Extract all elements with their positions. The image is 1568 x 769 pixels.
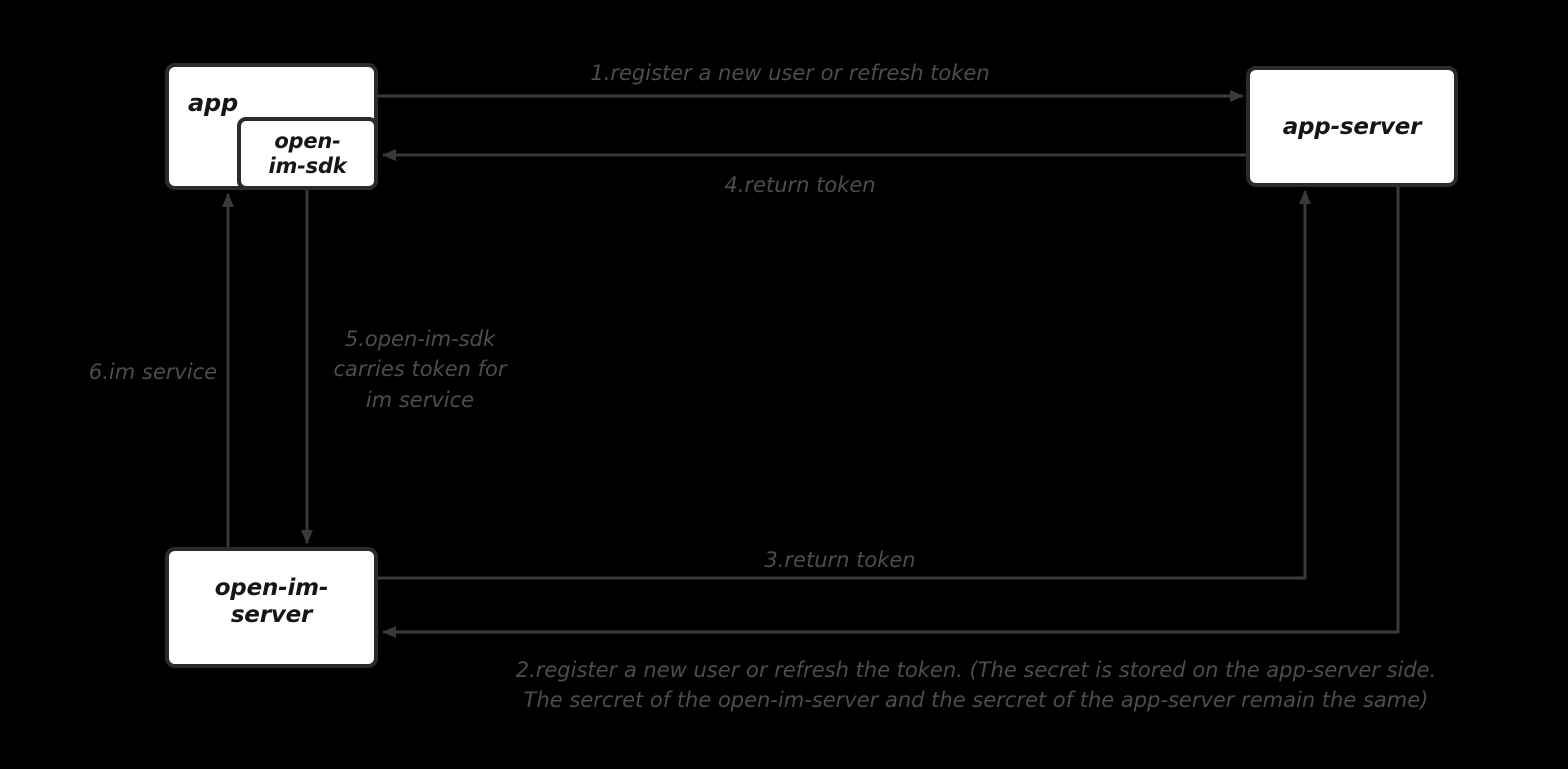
node-app-label: app	[188, 89, 238, 117]
edge-label-5: 5.open-im-sdk carries token for im servi…	[333, 327, 507, 412]
edge-label-3: 3.return token	[764, 548, 916, 572]
connector-2-register-or-refresh-token	[382, 187, 1400, 638]
node-open-im-server[interactable]: open-im- server	[165, 547, 378, 668]
node-open-im-sdk-label: open- im-sdk	[268, 129, 347, 178]
edge-label-6: 6.im service	[88, 360, 218, 384]
edge-label-4: 4.return token	[724, 173, 876, 197]
node-app-server-label: app-server	[1282, 114, 1422, 140]
node-app-server[interactable]: app-server	[1246, 66, 1458, 187]
node-open-im-server-label: open-im- server	[214, 575, 329, 629]
node-open-im-sdk[interactable]: open- im-sdk	[237, 117, 378, 190]
connector-3-return-token	[378, 190, 1311, 580]
edge-label-2: 2.register a new user or refresh the tok…	[515, 658, 1437, 713]
edge-label-1: 1.register a new user or refresh token	[590, 61, 990, 85]
